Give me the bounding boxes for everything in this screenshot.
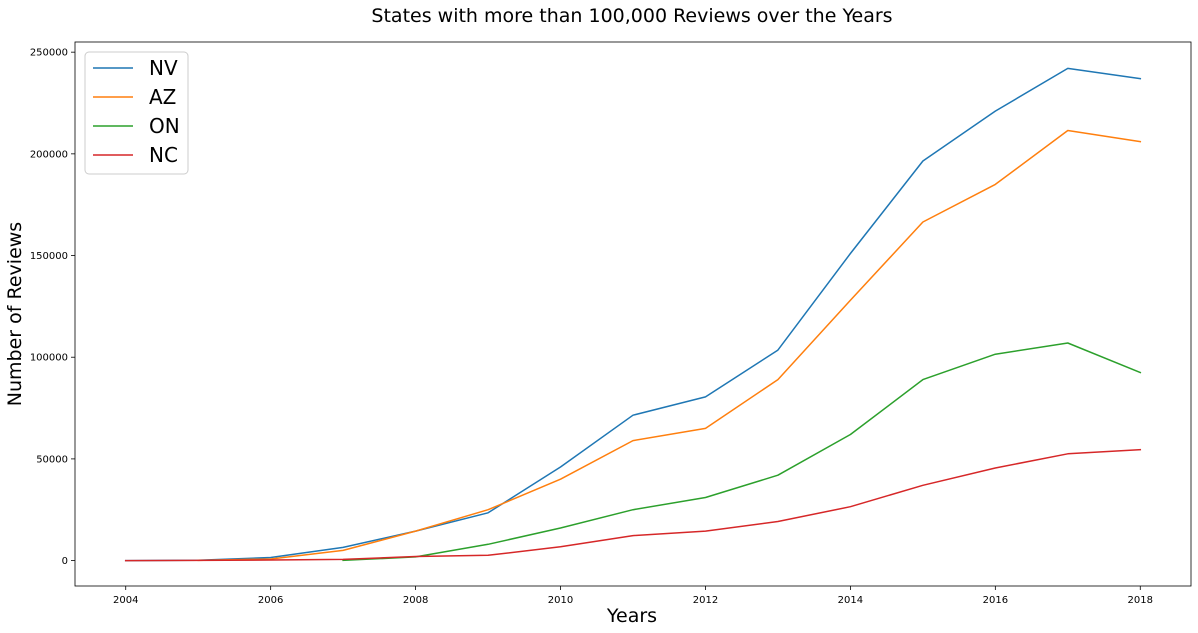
legend: NV AZ ON NC [84,51,189,175]
series-layer [124,67,1142,562]
series-line-on [342,342,1142,562]
legend-label-nc: NC [149,143,178,167]
y-tick-label: 200000 [30,149,68,160]
series-line-nc [124,448,1142,562]
legend-box [84,51,189,175]
axes-layer: 2004 2006 2008 2010 2012 2014 2016 2018 0 50000 10… [30,41,1192,606]
x-tick-label: 2016 [983,595,1008,606]
x-tick-label: 2014 [838,595,863,606]
y-tick-label: 250000 [30,48,68,59]
legend-label-on: ON [149,114,180,138]
x-tick-label: 2018 [1128,595,1153,606]
x-axis-label: Years [606,605,657,627]
x-tick-label: 2008 [403,595,428,606]
y-tick-label: 0 [62,556,68,567]
y-axis-label: Number of Reviews [4,222,26,406]
x-tick-label: 2004 [113,595,138,606]
chart-title: States with more than 100,000 Reviews ov… [371,5,892,27]
plot-frame [74,41,1192,587]
x-tick-label: 2010 [548,595,573,606]
series-line-az [197,129,1142,562]
y-tick-label: 150000 [30,251,68,262]
legend-label-nv: NV [149,56,178,80]
x-tick-label: 2006 [258,595,283,606]
y-tick-label: 100000 [30,353,68,364]
legend-label-az: AZ [149,85,176,109]
series-line-nv [124,67,1142,562]
y-tick-label: 50000 [36,454,68,465]
x-tick-label: 2012 [693,595,718,606]
